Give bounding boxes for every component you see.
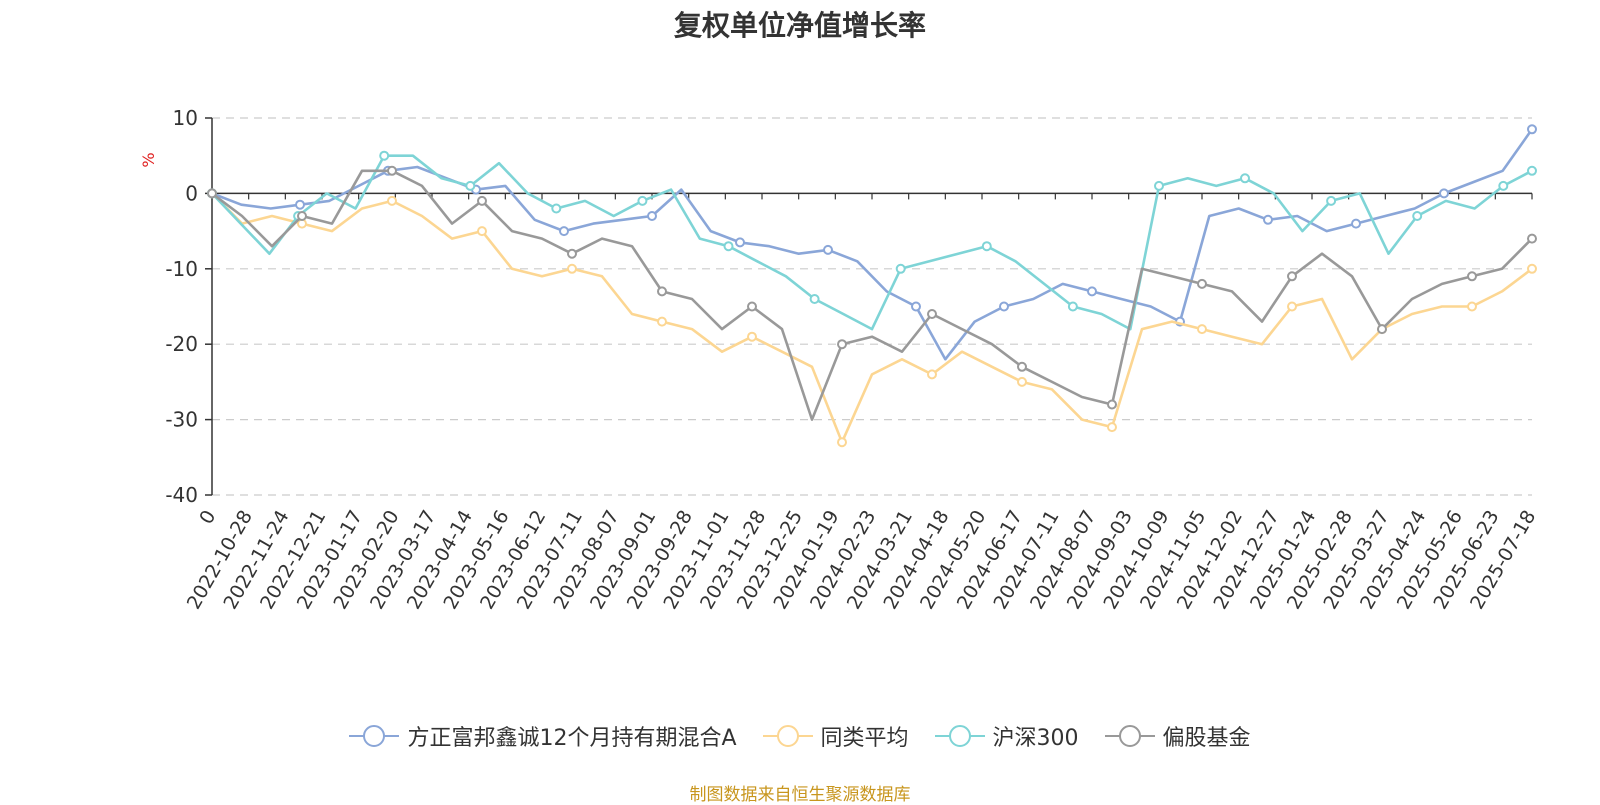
series-point-0 xyxy=(1439,188,1449,199)
series-point-1 xyxy=(1107,422,1117,433)
series-point-2 xyxy=(379,150,390,161)
series-point-3 xyxy=(1017,361,1027,372)
series-point-3 xyxy=(207,188,217,199)
series-point-2 xyxy=(637,195,648,206)
legend: 方正富邦鑫诚12个月持有期混合A 同类平均 沪深300 偏股基金 xyxy=(0,720,1600,752)
y-tick-label: -30 xyxy=(165,408,198,432)
series-point-1 xyxy=(657,316,667,327)
chart-title: 复权单位净值增长率 xyxy=(673,9,926,42)
series-point-2 xyxy=(1326,195,1337,206)
series-lines xyxy=(207,124,1537,448)
legend-label: 方正富邦鑫诚12个月持有期混合A xyxy=(407,726,737,751)
series-point-0 xyxy=(1527,124,1537,135)
x-tick-label: 0 xyxy=(195,507,220,528)
series-point-0 xyxy=(911,301,921,312)
series-point-3 xyxy=(1107,399,1117,410)
series-point-2 xyxy=(1412,211,1423,221)
y-tick-label: -10 xyxy=(165,257,198,281)
legend-label: 沪深300 xyxy=(992,726,1079,751)
series-point-0 xyxy=(1087,286,1097,297)
series-point-1 xyxy=(747,331,757,342)
series-point-1 xyxy=(927,369,937,380)
series-point-3 xyxy=(1467,271,1477,282)
grid-lines xyxy=(212,117,1532,496)
series-line-0 xyxy=(211,128,1534,361)
series-point-2 xyxy=(1527,165,1537,176)
series-point-0 xyxy=(999,301,1009,312)
legend-swatch-icon xyxy=(349,724,400,748)
y-tick-label: -20 xyxy=(165,332,198,356)
series-point-3 xyxy=(1527,233,1537,244)
series-point-3 xyxy=(387,165,397,176)
series-point-3 xyxy=(927,309,937,319)
series-point-2 xyxy=(1498,180,1509,191)
series-point-3 xyxy=(657,286,667,297)
series-point-3 xyxy=(747,301,757,312)
series-point-2 xyxy=(1154,180,1164,191)
series-point-1 xyxy=(1467,301,1477,312)
series-point-2 xyxy=(981,241,992,252)
series-point-2 xyxy=(895,263,906,274)
series-point-3 xyxy=(837,339,847,350)
series-point-0 xyxy=(647,211,657,221)
series-point-2 xyxy=(723,241,734,252)
series-line-2 xyxy=(211,154,1533,331)
legend-item-1[interactable]: 同类平均 xyxy=(762,720,909,752)
data-source-note: 制图数据来自恒生聚源数据库 xyxy=(689,785,911,805)
series-point-3 xyxy=(567,248,577,259)
legend-label: 同类平均 xyxy=(820,726,909,751)
series-point-1 xyxy=(837,437,847,448)
series-point-1 xyxy=(1287,301,1297,312)
series-point-0 xyxy=(295,199,305,210)
y-tick-label: 0 xyxy=(185,181,198,205)
series-point-3 xyxy=(1377,324,1387,335)
series-line-1 xyxy=(211,192,1533,444)
legend-swatch-icon xyxy=(934,724,985,748)
series-point-0 xyxy=(735,237,745,248)
series-point-0 xyxy=(1351,218,1361,229)
series-point-3 xyxy=(1197,278,1207,289)
legend-swatch-icon xyxy=(1104,724,1155,748)
y-tick-label: 10 xyxy=(173,106,198,130)
legend-item-2[interactable]: 沪深300 xyxy=(934,720,1079,752)
series-point-1 xyxy=(567,263,577,274)
axes xyxy=(205,117,1533,496)
y-axis-unit-label: % xyxy=(139,152,158,167)
series-point-0 xyxy=(559,226,569,237)
series-point-2 xyxy=(1067,301,1078,312)
series-point-0 xyxy=(1263,214,1273,225)
tick-labels: 100-10-20-30-4002022-10-282022-11-242022… xyxy=(165,106,1540,613)
series-point-1 xyxy=(477,226,487,237)
series-point-2 xyxy=(809,294,820,304)
series-point-1 xyxy=(1017,376,1027,387)
legend-item-3[interactable]: 偏股基金 xyxy=(1104,720,1251,752)
series-point-2 xyxy=(465,180,476,191)
series-point-1 xyxy=(1197,324,1207,335)
series-point-3 xyxy=(297,211,307,221)
series-point-1 xyxy=(1527,263,1537,274)
series-point-3 xyxy=(477,195,487,206)
legend-label: 偏股基金 xyxy=(1162,726,1251,751)
legend-swatch-icon xyxy=(762,724,813,748)
line-chart: 100-10-20-30-4002022-10-282022-11-242022… xyxy=(139,106,1540,613)
series-point-0 xyxy=(823,244,833,255)
series-point-2 xyxy=(1240,173,1250,184)
series-point-3 xyxy=(1287,271,1297,282)
series-point-1 xyxy=(387,195,397,206)
legend-item-0[interactable]: 方正富邦鑫诚12个月持有期混合A xyxy=(349,720,737,752)
series-point-2 xyxy=(551,203,562,214)
series-line-3 xyxy=(211,169,1533,421)
y-tick-label: -40 xyxy=(165,483,198,507)
